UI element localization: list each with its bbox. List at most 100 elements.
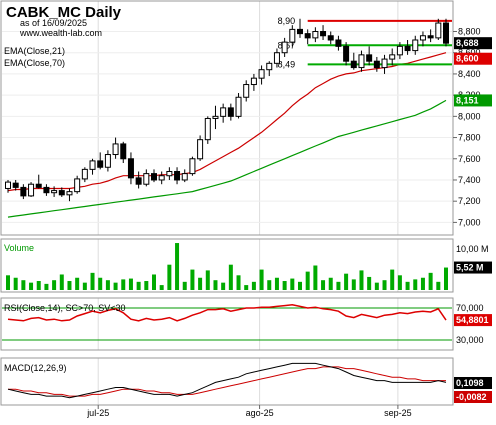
volume-bar [175,243,180,290]
candle-body [97,160,104,168]
price-tick-label: 7,600 [458,154,481,164]
volume-bar [436,281,441,290]
candle-body [389,54,396,60]
volume-bar [344,273,349,290]
volume-bar [113,282,118,290]
volume-bar [90,272,95,290]
ema70-line [7,99,447,218]
price-levels: 8,908,678,49 [278,16,452,69]
volume-last-tag: 5,52 M [456,263,484,273]
volume-bar [144,281,149,290]
volume-panel-border [0,238,454,293]
candle-body [281,41,288,54]
legend-ema70: EMA(Close,70) [4,58,65,68]
rsi-path [7,304,447,322]
volume-bar [136,281,141,290]
macd-lines [7,362,447,399]
volume-bar [67,281,72,290]
volume-bar [328,277,333,290]
macd-signal-path [8,366,446,397]
candle-body [396,45,403,56]
price-tick-label: 8,400 [458,69,481,79]
volume-bar [121,279,126,290]
candle-body [443,22,449,44]
ema21-tag: 8,600 [456,54,479,64]
rsi-last-tag-bg [454,314,492,327]
x-tick-label: ago-25 [246,408,274,418]
source-url: www.wealth-lab.com [19,28,102,38]
candle-body [304,33,311,39]
volume-bar [159,285,164,290]
volume-bar [413,279,418,290]
candle-body [412,39,419,52]
rsi-axis: 70,000 30,000 54,8801 [454,303,492,345]
volume-bar [213,280,218,290]
candle-body [181,173,188,181]
price-panel-border [0,0,454,236]
candle-body [151,173,157,181]
volume-bars [6,243,448,290]
volume-bar [52,280,57,290]
grid [2,1,452,405]
volume-bar [29,282,34,290]
candle-body [435,22,442,39]
x-tick-label: sep-25 [384,408,412,418]
candle-body [43,186,50,194]
candle-body [112,143,119,156]
volume-bar [128,278,133,290]
volume-bar [167,264,172,290]
ema21-tag-bg [454,52,492,65]
volume-bar [405,281,410,290]
macd-signal-last-tag: -0,0082 [456,392,487,402]
candle-body [166,170,173,177]
volume-bar [313,265,318,290]
rsi-last-tag: 54,8801 [456,315,489,325]
candle-body [235,96,242,117]
rsi-tick-label: 30,000 [456,335,484,345]
volume-bar [336,281,341,290]
volume-axis: 10,00 M 5,52 M [454,244,492,274]
ema70-tag-bg [454,94,492,107]
macd-last-tag: 0,1098 [456,378,484,388]
volume-bar [98,277,103,290]
ema70-path [7,99,447,218]
x-axis: jul-25 ago-25 sep-25 [86,405,412,418]
volume-bar [228,264,233,290]
candle-body [212,115,219,119]
price-axis: 7,0007,2007,4007,6007,8008,0008,2008,400… [453,27,492,227]
candle-body [204,117,211,141]
candle-body [266,62,273,71]
candle-body [366,54,373,62]
candle-body [343,45,350,62]
level-label: 8,49 [278,59,296,69]
volume-bar [267,280,272,290]
volume-bar [221,282,226,290]
candle-body [312,31,319,39]
volume-bar [251,281,256,290]
candle-body [258,69,265,79]
candle-body [373,60,380,69]
last-price-tag: 8,688 [456,38,479,48]
price-tick-label: 7,000 [458,217,481,227]
candle-body [220,107,227,117]
volume-bar [236,275,241,290]
candle-body [143,173,150,185]
candle-body [74,178,81,193]
volume-bar [244,285,249,290]
volume-bar [444,267,448,290]
chart-title: CABK_MC Daily [6,4,122,21]
price-tick-label: 7,200 [458,196,481,206]
volume-bar [397,275,402,290]
volume-bar [305,271,310,290]
candle-body [189,158,196,175]
as-of-date: as of 16/09/2025 [20,18,87,28]
macd-panel-border [0,357,454,406]
candle-body [120,143,127,160]
volume-bar [82,282,87,290]
volume-bar [259,269,264,290]
macd-last-tag-bg [454,377,492,389]
price-tick-label: 7,800 [458,133,481,143]
candle-body [243,84,250,98]
